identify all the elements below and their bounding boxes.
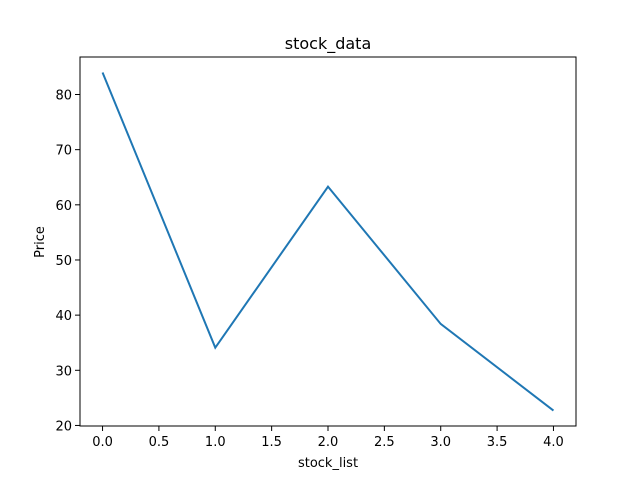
y-tick-label: 20 — [55, 419, 72, 434]
y-axis-ticks: 20 30 40 50 60 70 80 — [55, 89, 80, 434]
y-tick-label: 80 — [55, 89, 72, 104]
x-tick-label: 1.0 — [205, 435, 226, 450]
x-tick-label: 0.0 — [92, 435, 113, 450]
y-tick-label: 30 — [55, 364, 72, 379]
x-tick-label: 4.0 — [543, 435, 564, 450]
x-tick-label: 2.0 — [318, 435, 339, 450]
y-tick-label: 40 — [55, 309, 72, 324]
y-tick-label: 50 — [55, 254, 72, 269]
x-axis-label: stock_list — [298, 456, 358, 471]
series-layer — [101, 72, 555, 412]
x-tick-label: 3.5 — [487, 435, 508, 450]
x-tick-label: 0.5 — [149, 435, 170, 450]
x-tick-label: 1.5 — [261, 435, 282, 450]
x-tick-label: 2.5 — [374, 435, 395, 450]
x-axis-ticks: 0.0 0.5 1.0 1.5 2.0 2.5 3.0 3.5 4.0 — [92, 426, 564, 450]
chart-title: stock_data — [285, 34, 372, 54]
x-tick-label: 3.0 — [430, 435, 451, 450]
y-tick-label: 70 — [55, 144, 72, 159]
y-tick-label: 60 — [55, 199, 72, 214]
y-axis-label: Price — [33, 226, 48, 258]
